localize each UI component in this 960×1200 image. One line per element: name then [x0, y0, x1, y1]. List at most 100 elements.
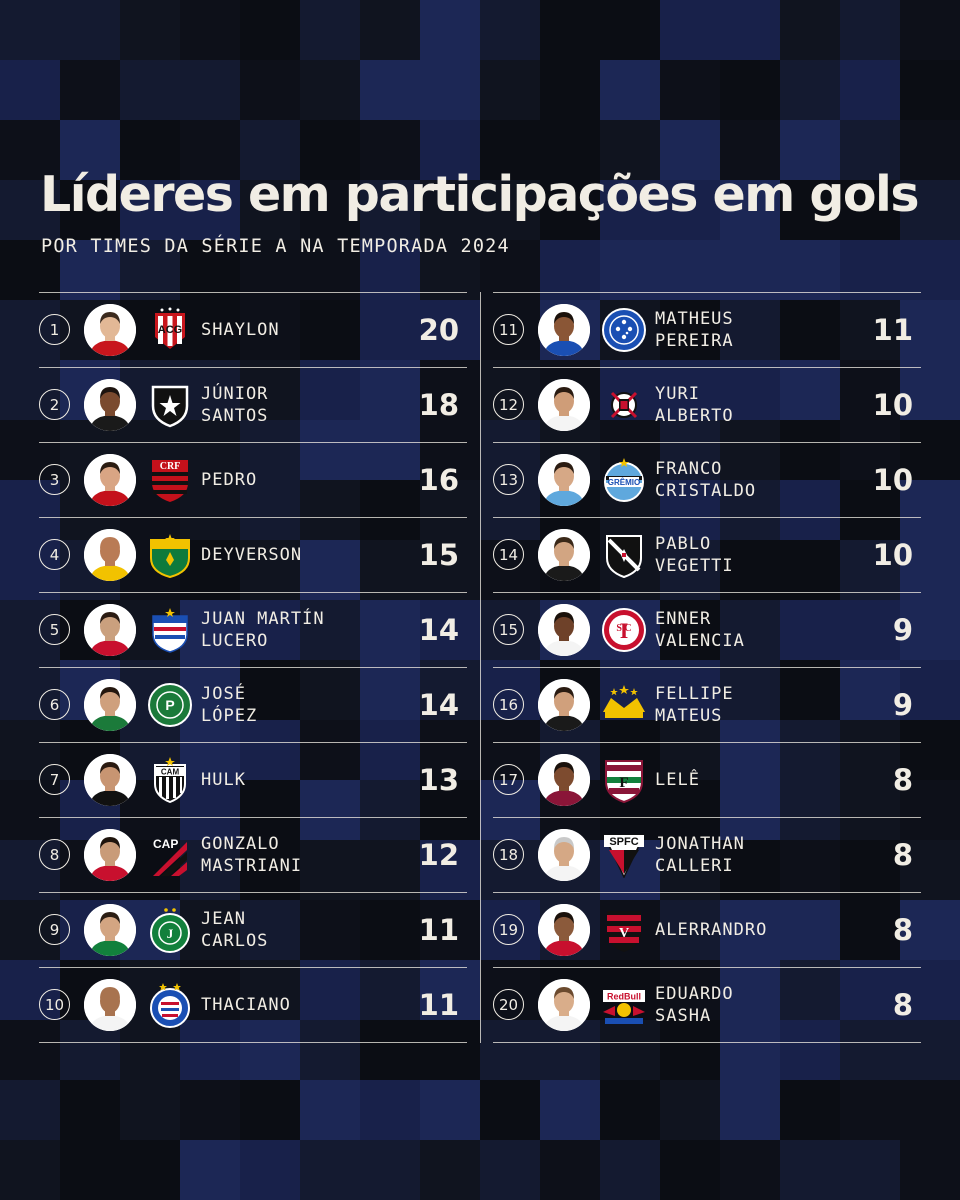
player-name: HULK — [201, 743, 246, 817]
player-avatar — [84, 979, 136, 1031]
player-avatar — [538, 979, 590, 1031]
player-name: GONZALO MASTRIANI — [201, 818, 302, 892]
goal-participations: 8 — [892, 763, 913, 797]
ranking-row: 16 FELLIPE MATEUS 9 — [493, 667, 921, 742]
svg-text:ACG: ACG — [158, 324, 182, 336]
ranking-row: 8 CAP GONZALO MASTRIANI 12 — [39, 817, 467, 892]
rank-badge: 9 — [39, 914, 70, 945]
rank-badge: 8 — [39, 839, 70, 870]
rank-badge: 15 — [493, 614, 524, 645]
ranking-row: 3 CRF PEDRO 16 — [39, 442, 467, 517]
svg-text:V: V — [619, 926, 629, 941]
player-name-line1: JOSÉ — [201, 684, 246, 704]
rank-badge: 16 — [493, 689, 524, 720]
bragantino-crest: RedBull — [601, 982, 647, 1028]
corinthians-crest — [601, 382, 647, 428]
athletico-pr-crest: CAP — [147, 832, 193, 878]
rank-badge: 6 — [39, 689, 70, 720]
player-name: MATHEUS PEREIRA — [655, 293, 734, 367]
ranking-row: 1 ACG SHAYLON 20 — [39, 292, 467, 367]
player-name-line1: JUAN MARTÍN — [201, 609, 325, 629]
goal-participations: 8 — [892, 913, 913, 947]
player-avatar — [84, 829, 136, 881]
player-name-line1: JÚNIOR — [201, 384, 269, 404]
ranking-row: 18 SPFC JONATHAN CALLERI 8 — [493, 817, 921, 892]
player-name-line1: MATHEUS — [655, 309, 734, 329]
rank-badge: 1 — [39, 314, 70, 345]
ranking-row: 12 YURI ALBERTO 10 — [493, 367, 921, 442]
player-name: JUAN MARTÍN LUCERO — [201, 593, 325, 667]
ranking-row: 19 V ALERRANDRO 8 — [493, 892, 921, 967]
player-name: FRANCO CRISTALDO — [655, 443, 756, 517]
player-name: THACIANO — [201, 968, 291, 1042]
player-name-line2: CALLERI — [655, 856, 734, 876]
player-avatar — [84, 754, 136, 806]
player-name: JEAN CARLOS — [201, 893, 268, 967]
goal-participations: 9 — [892, 688, 913, 722]
player-name-line2: PEREIRA — [655, 331, 734, 351]
svg-text:I: I — [620, 618, 629, 643]
player-name-line2: VALENCIA — [655, 631, 745, 651]
rank-badge: 11 — [493, 314, 524, 345]
svg-text:CAM: CAM — [161, 768, 180, 777]
fluminense-crest: F — [601, 757, 647, 803]
player-name-line2: LUCERO — [201, 631, 269, 651]
ranking-row: 7 CAM HULK 13 — [39, 742, 467, 817]
player-name: JOSÉ LÓPEZ — [201, 668, 257, 742]
player-name-line2: CARLOS — [201, 931, 269, 951]
player-name-line2: MASTRIANI — [201, 856, 303, 876]
rank-badge: 18 — [493, 839, 524, 870]
svg-text:GRÊMIO: GRÊMIO — [608, 478, 640, 487]
goal-participations: 11 — [418, 913, 459, 947]
ranking-row: 17 F LELÊ 8 — [493, 742, 921, 817]
fortaleza-crest — [147, 607, 193, 653]
rank-badge: 17 — [493, 764, 524, 795]
ranking-row: 6 P JOSÉ LÓPEZ 14 — [39, 667, 467, 742]
player-avatar — [538, 304, 590, 356]
player-name-line2: MATEUS — [655, 706, 723, 726]
sao-paulo-crest: SPFC — [601, 832, 647, 878]
player-name-line2: CRISTALDO — [655, 481, 757, 501]
bahia-crest — [147, 982, 193, 1028]
goal-participations: 14 — [418, 613, 459, 647]
ranking-row: 13 GRÊMIO FRANCO CRISTALDO 10 — [493, 442, 921, 517]
player-name-line1: JEAN — [201, 909, 246, 929]
goal-participations: 11 — [872, 313, 913, 347]
ranking-row: 14 PABLO VEGETTI 10 — [493, 517, 921, 592]
player-name: PEDRO — [201, 443, 257, 517]
ranking-row: 11 MATHEUS PEREIRA 11 — [493, 292, 921, 367]
ranking-row: 4 DEYVERSON 15 — [39, 517, 467, 592]
player-name-line2: SASHA — [655, 1006, 712, 1026]
goal-participations: 10 — [872, 463, 913, 497]
ranking-row: 2 JÚNIOR SANTOS 18 — [39, 367, 467, 442]
player-name-line2: LÓPEZ — [201, 706, 258, 726]
rank-badge: 4 — [39, 539, 70, 570]
player-name-line1: LELÊ — [655, 770, 700, 790]
goal-participations: 15 — [418, 538, 459, 572]
svg-text:SPFC: SPFC — [609, 836, 638, 848]
goal-participations: 18 — [418, 388, 459, 422]
player-name: LELÊ — [655, 743, 700, 817]
player-name-line1: EDUARDO — [655, 984, 734, 1004]
svg-text:CAP: CAP — [153, 837, 178, 851]
rank-badge: 3 — [39, 464, 70, 495]
ranking-row: 5 JUAN MARTÍN LUCERO 14 — [39, 592, 467, 667]
player-name-line1: PABLO — [655, 534, 712, 554]
goal-participations: 8 — [892, 988, 913, 1022]
player-avatar — [84, 904, 136, 956]
goal-participations: 8 — [892, 838, 913, 872]
flamengo-crest: CRF — [147, 457, 193, 503]
player-avatar — [538, 604, 590, 656]
player-name: FELLIPE MATEUS — [655, 668, 734, 742]
rank-badge: 20 — [493, 989, 524, 1020]
player-name: JÚNIOR SANTOS — [201, 368, 268, 442]
goal-participations: 16 — [418, 463, 459, 497]
athletico-go-crest: ACG — [147, 307, 193, 353]
atletico-mg-crest: CAM — [147, 757, 193, 803]
player-name: YURI ALBERTO — [655, 368, 734, 442]
criciuma-crest — [601, 682, 647, 728]
rank-badge: 2 — [39, 389, 70, 420]
cruzeiro-crest — [601, 307, 647, 353]
column-divider — [480, 292, 481, 1043]
